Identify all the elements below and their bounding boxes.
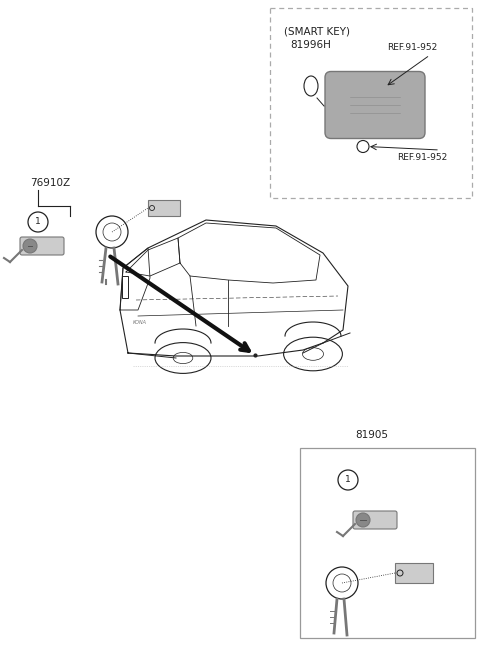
Text: 1: 1 [35, 217, 41, 227]
Text: (SMART KEY): (SMART KEY) [284, 26, 350, 36]
Bar [300, 448, 475, 638]
Bar [148, 200, 180, 216]
Bar [395, 563, 433, 583]
Text: REF.91-952: REF.91-952 [387, 43, 437, 52]
Text: KONA: KONA [133, 321, 147, 325]
Text: REF.91-952: REF.91-952 [397, 153, 447, 162]
Text: 81905: 81905 [355, 430, 388, 440]
Text: 81996H: 81996H [290, 40, 331, 50]
Text: 1: 1 [345, 476, 351, 484]
Text: 76910Z: 76910Z [30, 178, 70, 188]
FancyBboxPatch shape [353, 511, 397, 529]
FancyBboxPatch shape [20, 237, 64, 255]
Circle shape [356, 513, 370, 527]
Bar [122, 276, 128, 298]
FancyBboxPatch shape [325, 72, 425, 139]
Bar [270, 8, 472, 198]
Circle shape [23, 239, 37, 253]
